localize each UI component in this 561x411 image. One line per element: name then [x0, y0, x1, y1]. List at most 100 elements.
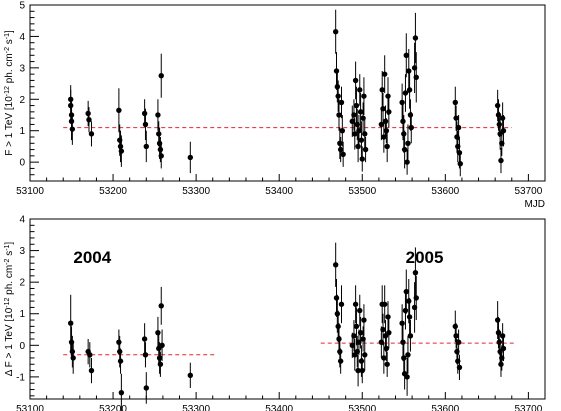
- data-point: [383, 345, 390, 352]
- data-point: [407, 333, 414, 339]
- data-point: [117, 358, 124, 364]
- x-tick-label: 53300: [182, 404, 210, 411]
- data-point: [401, 146, 408, 153]
- data-point: [499, 333, 506, 339]
- data-point: [68, 320, 74, 326]
- data-point: [69, 126, 76, 132]
- data-point: [362, 146, 369, 153]
- data-point: [118, 148, 125, 154]
- data-point: [494, 317, 501, 323]
- data-point: [381, 301, 388, 307]
- data-point: [412, 269, 419, 276]
- data-point: [339, 128, 346, 134]
- data-point: [352, 77, 359, 84]
- data-point: [452, 323, 458, 330]
- data-point: [406, 68, 412, 74]
- x-tick-label: 53600: [431, 404, 459, 411]
- data-point: [336, 336, 342, 342]
- data-point: [380, 326, 386, 333]
- data-point: [413, 74, 419, 80]
- data-point: [500, 345, 507, 352]
- data-point: [353, 102, 360, 109]
- x-tick-label: 53100: [16, 404, 44, 411]
- data-point: [157, 146, 164, 153]
- y-axis-title: F > 1 TeV [10-12 ph. cm-2 s-1]: [4, 30, 16, 156]
- data-point: [142, 352, 149, 358]
- data-point: [335, 323, 341, 330]
- data-point: [158, 153, 164, 159]
- data-point: [156, 131, 162, 137]
- data-point: [403, 288, 409, 295]
- data-point: [401, 131, 407, 137]
- data-point: [187, 154, 194, 161]
- data-point: [118, 389, 125, 396]
- data-point: [385, 93, 391, 99]
- data-point: [452, 99, 458, 106]
- y-tick-label: 0: [19, 341, 25, 352]
- data-point: [156, 355, 163, 361]
- data-point: [406, 314, 413, 320]
- data-point: [68, 118, 75, 124]
- data-point: [405, 352, 411, 358]
- data-point: [386, 109, 392, 115]
- data-point: [116, 107, 122, 113]
- data-point: [332, 262, 339, 268]
- data-point: [335, 93, 341, 99]
- data-point: [379, 87, 385, 93]
- y-axis-title: Δ F > 1 TeV [10-12 ph. cm-2 s-1]: [4, 242, 16, 377]
- data-point: [357, 109, 364, 115]
- data-point: [400, 118, 406, 124]
- x-tick-label: 53200: [99, 186, 127, 197]
- y-tick-label: 4: [19, 32, 25, 43]
- residual-panel: 53100 53200 53300 53400 53500 53600 53700 -1 0 1 2…: [4, 215, 546, 411]
- data-point: [399, 320, 405, 326]
- data-point: [353, 323, 360, 330]
- data-point: [69, 348, 76, 355]
- data-point: [383, 128, 390, 134]
- data-point: [88, 131, 95, 137]
- data-point: [87, 352, 93, 358]
- data-point: [495, 112, 502, 118]
- data-point: [355, 367, 361, 374]
- data-point: [117, 348, 123, 355]
- data-point: [158, 303, 164, 309]
- data-point: [337, 348, 343, 355]
- data-point: [404, 159, 410, 165]
- y-tick-label: 5: [19, 1, 25, 12]
- data-point: [116, 339, 122, 345]
- data-point: [338, 99, 345, 106]
- data-point: [405, 140, 411, 146]
- year-label: 2004: [73, 248, 111, 267]
- y-tick-label: 2: [19, 278, 25, 289]
- data-point: [456, 364, 463, 371]
- x-tick-label: 53300: [182, 186, 210, 197]
- data-point: [155, 112, 161, 118]
- data-point: [337, 146, 344, 153]
- data-point: [142, 121, 149, 128]
- data-point: [86, 117, 92, 123]
- x-axis-title: MJD: [524, 199, 545, 210]
- data-point: [333, 295, 340, 301]
- data-point: [499, 115, 506, 121]
- data-point: [496, 339, 503, 345]
- data-point: [455, 124, 462, 131]
- data-point: [358, 358, 365, 364]
- data-point: [351, 333, 357, 339]
- data-point: [141, 336, 148, 342]
- data-point: [337, 140, 343, 146]
- data-point: [359, 156, 365, 162]
- year-label: 2005: [406, 248, 444, 267]
- x-tick-label: 53500: [348, 186, 376, 197]
- data-point: [403, 52, 409, 58]
- data-point: [357, 329, 364, 336]
- y-tick-label: 1: [19, 309, 25, 320]
- data-point: [456, 150, 463, 156]
- data-point: [453, 115, 459, 121]
- data-point: [384, 143, 390, 150]
- data-point: [334, 311, 341, 317]
- data-point: [382, 118, 389, 124]
- x-tick-label: 53500: [348, 404, 376, 411]
- plot-frame: [29, 218, 546, 400]
- data-point: [386, 329, 392, 336]
